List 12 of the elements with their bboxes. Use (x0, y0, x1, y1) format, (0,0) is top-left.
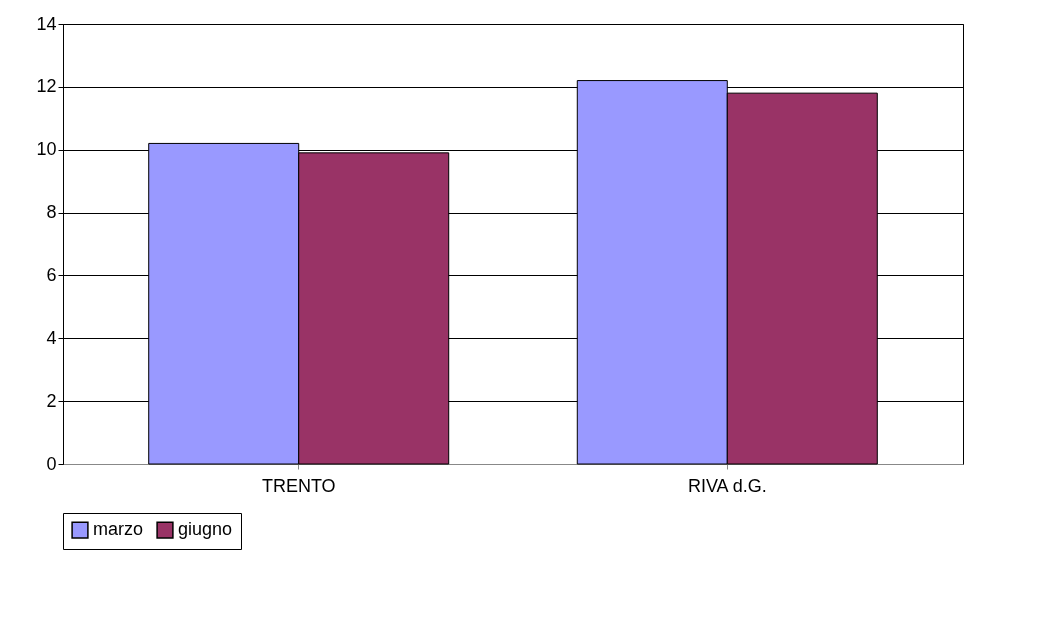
legend-label: marzo (93, 519, 144, 540)
y-tick-label: 0 (46, 453, 57, 474)
legend-label: giugno (178, 519, 233, 540)
y-tick-label: 12 (36, 76, 57, 97)
y-tick-label: 4 (46, 327, 57, 348)
y-tick-label: 14 (36, 13, 57, 34)
x-tick-label: RIVA d.G. (687, 475, 767, 496)
y-tick-label: 10 (36, 139, 57, 160)
y-tick-label: 8 (46, 202, 57, 223)
y-tick-label: 6 (46, 264, 57, 285)
y-tick-label: 2 (46, 390, 57, 411)
x-tick-label: TRENTO (261, 475, 336, 496)
